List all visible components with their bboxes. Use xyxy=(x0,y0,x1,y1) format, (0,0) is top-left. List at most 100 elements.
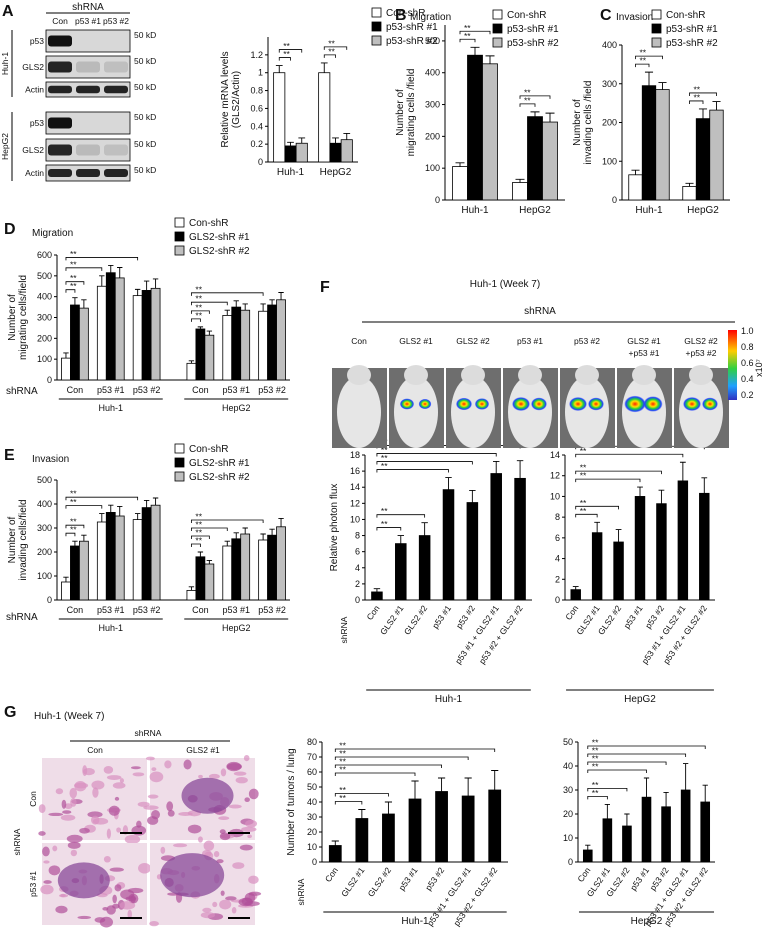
bar xyxy=(628,174,643,201)
tissue xyxy=(82,768,95,776)
error-bar xyxy=(81,534,87,542)
colorbar-label: 1.0 xyxy=(741,326,754,336)
y-axis-label: Number of xyxy=(572,99,583,146)
column-label: +p53 #1 xyxy=(629,348,660,358)
error-bar xyxy=(663,791,669,807)
mouse-body xyxy=(337,376,381,448)
significance-label: ** xyxy=(339,741,346,751)
error-bar xyxy=(683,763,689,790)
tissue xyxy=(200,911,215,919)
mouse-head xyxy=(404,365,428,385)
tissue xyxy=(245,819,258,828)
error-bar xyxy=(278,292,284,300)
bar xyxy=(61,357,71,381)
mouse-body xyxy=(394,376,438,448)
x-tick-label: p53 #1 xyxy=(397,865,420,892)
significance-bracket xyxy=(323,54,336,58)
legend-swatch xyxy=(651,23,662,34)
tissue xyxy=(226,763,243,771)
significance-label: ** xyxy=(283,41,290,51)
significance-bracket xyxy=(635,63,650,68)
error-bar xyxy=(63,576,69,582)
blot-band xyxy=(48,35,72,47)
bar xyxy=(186,590,197,601)
y-tick-label: 0 xyxy=(47,375,52,385)
bar xyxy=(695,118,711,201)
tissue xyxy=(40,884,54,895)
tissue xyxy=(149,771,164,783)
y-tick-label: 8 xyxy=(555,512,560,522)
significance-bracket xyxy=(65,496,139,501)
significance-label: ** xyxy=(195,302,202,312)
y-tick-label: 0.6 xyxy=(250,103,263,113)
bar xyxy=(542,121,558,201)
x-tick-label: Con xyxy=(67,385,84,395)
legend-swatch xyxy=(492,23,503,34)
y-axis-label: Number of xyxy=(395,89,406,136)
error-bar xyxy=(702,784,708,802)
tumor xyxy=(160,853,225,898)
bar xyxy=(641,796,652,863)
tissue xyxy=(59,894,69,898)
tissue xyxy=(166,801,174,812)
y-tick-label: 2 xyxy=(355,579,360,589)
bar xyxy=(79,307,89,381)
signal xyxy=(418,398,432,410)
bar xyxy=(452,166,468,201)
error-bar xyxy=(530,111,540,117)
signal xyxy=(569,397,587,411)
error-bar xyxy=(206,559,213,564)
error-bar xyxy=(269,528,275,536)
tissue xyxy=(112,782,126,789)
y-axis-label: migrating cells /field xyxy=(406,69,417,157)
mouse-head xyxy=(518,365,542,385)
x-tick-label: HepG2 xyxy=(519,205,551,216)
error-bar xyxy=(117,267,123,278)
group-label: HepG2 xyxy=(624,694,656,705)
bar xyxy=(79,540,89,601)
significance-bracket xyxy=(376,514,426,518)
blot-band xyxy=(48,117,72,129)
significance-label: ** xyxy=(339,785,346,795)
mouse-body xyxy=(508,376,552,448)
tissue xyxy=(198,774,203,779)
bar xyxy=(141,290,152,381)
x-tick-label: p53 #1 xyxy=(222,605,250,615)
tumor xyxy=(181,777,234,814)
colorbar-label: 0.6 xyxy=(741,358,754,368)
error-bar xyxy=(615,529,622,542)
error-bar xyxy=(358,809,366,819)
significance-label: ** xyxy=(70,249,77,259)
significance-bracket xyxy=(587,796,608,800)
tissue xyxy=(74,781,87,792)
tissue xyxy=(130,766,141,770)
signal xyxy=(643,396,663,412)
lane-label: Con xyxy=(52,16,68,26)
bar xyxy=(622,825,632,863)
y-axis-label: Number of tumors / lung xyxy=(286,748,297,855)
tissue xyxy=(232,862,245,869)
tissue xyxy=(87,811,103,818)
x-tick-label: p53 #1 xyxy=(628,865,651,892)
error-bar xyxy=(637,486,643,497)
bar xyxy=(682,186,697,201)
blot-band xyxy=(76,61,100,73)
significance-bracket xyxy=(65,267,103,271)
y-tick-label: 400 xyxy=(37,292,52,302)
y-tick-label: 40 xyxy=(563,761,573,771)
significance-label: ** xyxy=(381,445,388,455)
protein-label: GLS2 xyxy=(22,145,44,155)
bar xyxy=(680,789,691,863)
error-bar xyxy=(485,55,495,64)
tissue xyxy=(106,775,122,780)
x-tick-label: Con xyxy=(192,385,209,395)
error-bar xyxy=(397,535,405,544)
size-label: 50 kD xyxy=(134,112,156,122)
tissue xyxy=(62,810,72,814)
bar xyxy=(382,813,395,863)
blot-header: shRNA xyxy=(72,2,104,13)
error-bar xyxy=(643,777,650,798)
y-tick-label: 14 xyxy=(350,482,360,492)
y-axis-label: (GLS2/Actin) xyxy=(231,71,242,128)
bar xyxy=(231,306,242,381)
